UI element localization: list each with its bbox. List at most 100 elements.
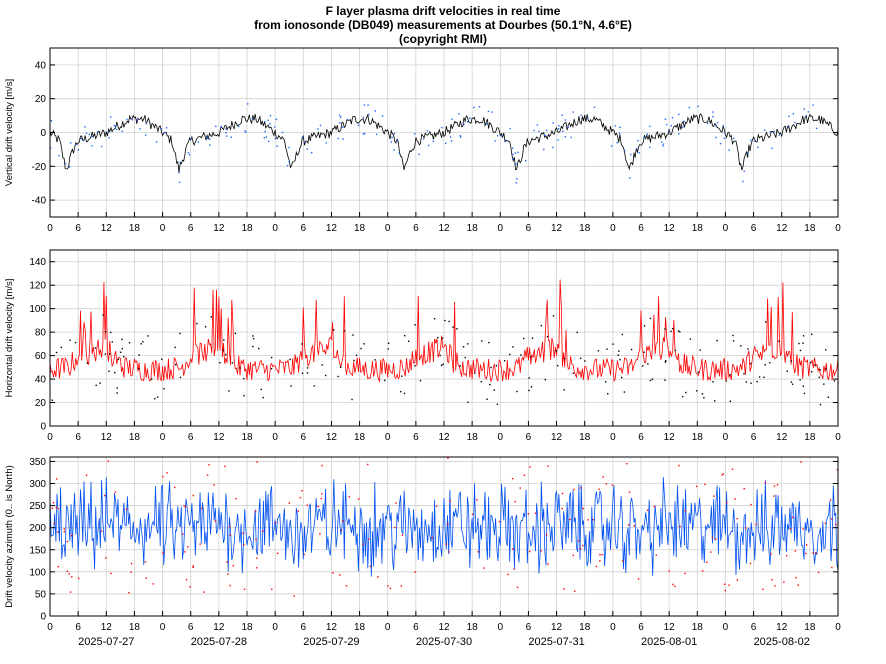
data-point-vertical [225, 128, 227, 130]
data-point-horizontal [729, 400, 732, 402]
data-point-vertical [746, 151, 749, 154]
data-point-vertical [567, 126, 569, 129]
data-point-vertical [68, 166, 71, 168]
data-point-vertical [451, 118, 453, 120]
data-point-horizontal [819, 369, 821, 371]
data-point-vertical [317, 128, 319, 130]
date-label: 2025-08-01 [641, 636, 697, 648]
x-tick-label: 6 [301, 622, 307, 633]
x-tick-label: 18 [241, 223, 253, 234]
data-point-horizontal [790, 381, 793, 383]
data-point-azimuth [52, 502, 55, 504]
series-line-azimuth [49, 477, 839, 577]
data-point-horizontal [225, 353, 227, 356]
data-point-vertical [325, 142, 327, 144]
data-point-horizontal [786, 370, 788, 372]
x-tick-label: 18 [579, 622, 591, 633]
data-point-horizontal [489, 383, 491, 386]
data-point-horizontal [643, 351, 645, 353]
data-point-horizontal [174, 363, 177, 366]
data-point-azimuth [569, 518, 571, 521]
data-point-vertical [587, 116, 589, 119]
x-tick-label: 6 [638, 622, 644, 633]
data-point-azimuth [561, 507, 563, 510]
data-point-vertical [610, 145, 613, 147]
data-point-azimuth [633, 525, 635, 527]
data-point-horizontal [486, 398, 488, 400]
data-point-azimuth [835, 523, 837, 526]
data-point-horizontal [802, 335, 805, 337]
data-point-vertical [178, 181, 181, 184]
data-point-azimuth [174, 486, 176, 489]
data-point-azimuth [773, 485, 776, 487]
data-point-horizontal [384, 379, 386, 382]
data-point-azimuth [483, 567, 485, 569]
data-point-vertical [570, 136, 572, 139]
data-point-vertical [812, 104, 814, 106]
x-tick-label: 6 [638, 223, 644, 234]
data-point-horizontal [681, 395, 684, 398]
data-point-vertical [155, 141, 158, 143]
x-tick-label: 6 [75, 223, 81, 234]
data-point-azimuth [184, 506, 187, 508]
data-point-vertical [649, 146, 651, 148]
data-point-azimuth [401, 534, 404, 536]
data-point-horizontal [210, 316, 213, 318]
data-point-vertical [742, 180, 744, 183]
data-point-horizontal [765, 321, 767, 323]
data-point-vertical [80, 137, 82, 140]
data-point-horizontal [262, 396, 264, 399]
y-tick-label: 50 [35, 589, 47, 600]
data-point-horizontal [689, 338, 691, 340]
data-point-azimuth [710, 551, 712, 553]
date-label: 2025-07-30 [416, 636, 472, 648]
data-point-vertical [108, 137, 110, 139]
data-point-vertical [491, 111, 493, 113]
data-point-azimuth [817, 571, 820, 574]
data-point-vertical [469, 117, 471, 120]
data-point-azimuth [203, 591, 205, 593]
data-point-azimuth [829, 499, 832, 501]
x-tick-label: 18 [467, 223, 479, 234]
data-point-vertical [683, 120, 685, 123]
data-point-vertical [220, 126, 222, 128]
data-point-azimuth [77, 577, 80, 580]
x-tick-label: 12 [213, 622, 225, 633]
data-point-horizontal [763, 376, 765, 378]
data-point-horizontal [732, 334, 734, 337]
x-tick-label: 18 [241, 622, 253, 633]
data-point-horizontal [419, 379, 422, 382]
data-point-horizontal [222, 349, 225, 352]
x-tick-label: 0 [835, 432, 841, 443]
data-point-horizontal [825, 368, 827, 370]
date-label: 2025-07-29 [303, 636, 359, 648]
data-point-horizontal [270, 367, 273, 370]
data-point-azimuth [317, 505, 319, 508]
data-point-azimuth [684, 510, 686, 512]
data-point-vertical [413, 133, 416, 135]
data-point-azimuth [367, 463, 369, 466]
data-point-azimuth [672, 583, 674, 586]
data-point-azimuth [605, 483, 608, 485]
data-point-azimuth [242, 532, 244, 534]
data-point-azimuth [802, 528, 804, 530]
data-point-azimuth [63, 528, 65, 530]
data-point-azimuth [320, 497, 323, 500]
data-point-azimuth [701, 570, 704, 572]
data-point-vertical [96, 131, 99, 134]
data-point-horizontal [252, 345, 254, 348]
data-point-horizontal [414, 365, 416, 367]
y-tick-label: 300 [29, 479, 46, 490]
x-tick-label: 6 [188, 223, 194, 234]
x-tick-label: 12 [438, 432, 450, 443]
data-point-azimuth [68, 573, 70, 575]
data-point-vertical [396, 140, 399, 142]
data-point-vertical [422, 138, 425, 140]
data-point-azimuth [114, 491, 117, 493]
data-point-horizontal [324, 374, 327, 377]
data-point-vertical [496, 135, 499, 137]
x-tick-label: 6 [638, 432, 644, 443]
data-point-horizontal [756, 380, 758, 383]
x-tick-label: 18 [129, 432, 141, 443]
data-point-azimuth [573, 488, 575, 491]
